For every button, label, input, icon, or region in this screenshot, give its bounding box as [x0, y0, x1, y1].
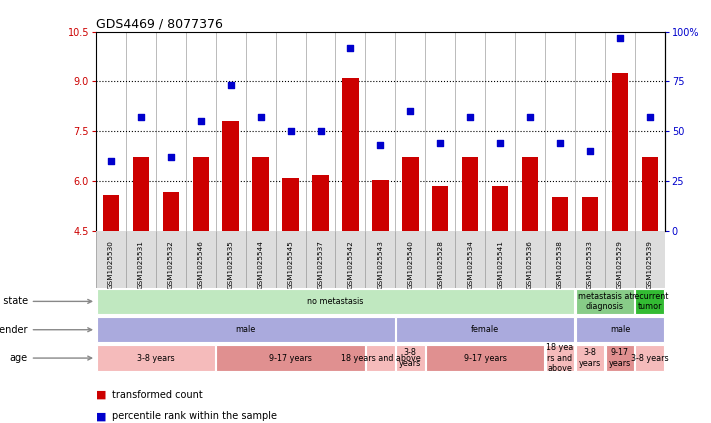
- Bar: [342, 78, 358, 231]
- Text: ■: ■: [96, 411, 107, 421]
- Bar: [582, 197, 598, 231]
- FancyBboxPatch shape: [426, 346, 545, 371]
- Text: percentile rank within the sample: percentile rank within the sample: [112, 411, 277, 421]
- Point: [105, 158, 117, 165]
- Bar: [641, 157, 658, 231]
- Text: 3-8 years: 3-8 years: [631, 354, 668, 363]
- Point: [555, 140, 566, 146]
- Text: transformed count: transformed count: [112, 390, 203, 400]
- Bar: [552, 197, 568, 231]
- FancyBboxPatch shape: [636, 289, 664, 314]
- FancyBboxPatch shape: [576, 317, 664, 342]
- Text: 9-17 years: 9-17 years: [269, 354, 312, 363]
- Point: [644, 114, 656, 121]
- Text: 9-17
years: 9-17 years: [609, 349, 631, 368]
- Point: [494, 140, 506, 146]
- Bar: [282, 178, 299, 231]
- Text: male: male: [235, 325, 256, 334]
- Point: [434, 140, 446, 146]
- Point: [255, 114, 267, 121]
- Point: [285, 128, 296, 135]
- Text: male: male: [610, 325, 630, 334]
- Point: [165, 154, 176, 160]
- Text: disease state: disease state: [0, 297, 92, 306]
- Text: 3-8 years: 3-8 years: [137, 354, 175, 363]
- FancyBboxPatch shape: [576, 289, 634, 314]
- Text: female: female: [471, 325, 499, 334]
- Bar: [492, 186, 508, 231]
- Point: [345, 44, 356, 51]
- FancyBboxPatch shape: [545, 346, 574, 371]
- Point: [135, 114, 146, 121]
- FancyBboxPatch shape: [396, 346, 424, 371]
- Text: age: age: [10, 353, 92, 363]
- Text: 3-8
years: 3-8 years: [399, 349, 422, 368]
- Bar: [372, 180, 389, 231]
- Point: [225, 82, 236, 89]
- Text: 3-8
years: 3-8 years: [579, 349, 601, 368]
- Point: [584, 148, 596, 154]
- Point: [464, 114, 476, 121]
- Point: [315, 128, 326, 135]
- Bar: [133, 157, 149, 231]
- Bar: [163, 192, 179, 231]
- FancyBboxPatch shape: [97, 317, 395, 342]
- Bar: [462, 157, 479, 231]
- Text: 9-17 years: 9-17 years: [464, 354, 507, 363]
- FancyBboxPatch shape: [576, 346, 604, 371]
- Point: [195, 118, 206, 125]
- Point: [375, 142, 386, 148]
- Bar: [102, 195, 119, 231]
- Text: GDS4469 / 8077376: GDS4469 / 8077376: [96, 18, 223, 30]
- FancyBboxPatch shape: [366, 346, 395, 371]
- Text: ■: ■: [96, 390, 107, 400]
- Bar: [312, 175, 328, 231]
- Text: metastasis at
diagnosis: metastasis at diagnosis: [577, 292, 632, 311]
- Point: [614, 34, 626, 41]
- FancyBboxPatch shape: [97, 289, 574, 314]
- Point: [405, 108, 416, 115]
- FancyBboxPatch shape: [606, 346, 634, 371]
- Text: no metastasis: no metastasis: [307, 297, 363, 306]
- FancyBboxPatch shape: [97, 346, 215, 371]
- Bar: [252, 157, 269, 231]
- Bar: [611, 73, 628, 231]
- Bar: [522, 157, 538, 231]
- FancyBboxPatch shape: [216, 346, 365, 371]
- Bar: [432, 186, 449, 231]
- Text: recurrent
tumor: recurrent tumor: [631, 292, 668, 311]
- FancyBboxPatch shape: [636, 346, 664, 371]
- FancyBboxPatch shape: [396, 317, 574, 342]
- Bar: [402, 157, 419, 231]
- Text: 18 years and above: 18 years and above: [341, 354, 420, 363]
- Text: gender: gender: [0, 325, 92, 335]
- Bar: [193, 157, 209, 231]
- Bar: [223, 121, 239, 231]
- Text: 18 yea
rs and
above: 18 yea rs and above: [546, 343, 574, 373]
- Point: [525, 114, 536, 121]
